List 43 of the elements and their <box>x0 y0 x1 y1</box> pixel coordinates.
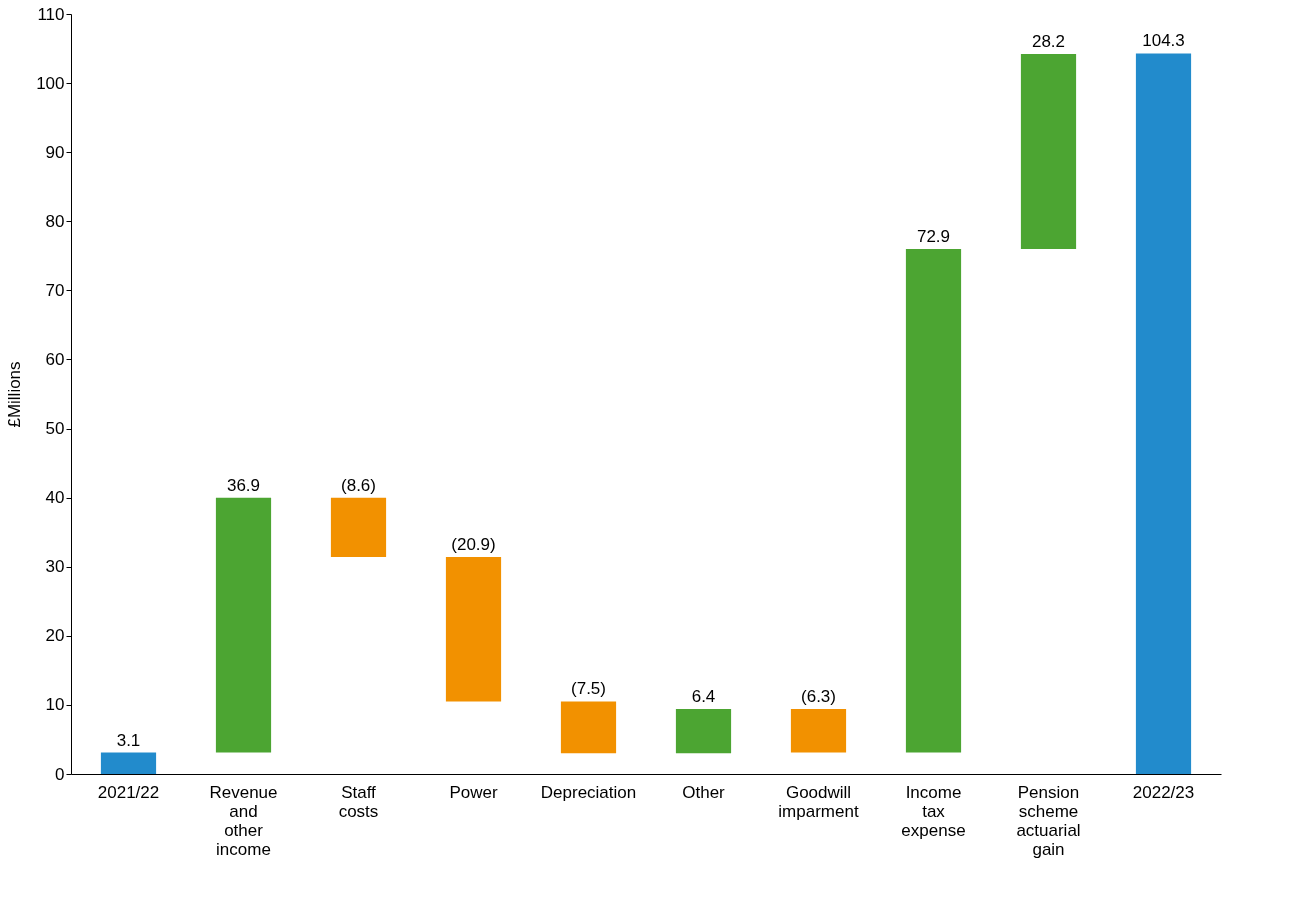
x-tick-label: Depreciation <box>540 782 637 802</box>
y-tick-label: 70 <box>45 280 65 300</box>
y-tick-label: 90 <box>45 142 65 162</box>
bar <box>560 701 617 754</box>
bar <box>330 497 387 558</box>
bar <box>1020 54 1077 249</box>
data-label: (20.9) <box>451 535 496 555</box>
data-label: (6.3) <box>801 687 836 707</box>
x-tick-label: Pension scheme actuarial gain <box>1016 782 1081 859</box>
y-axis-title: £Millions <box>5 361 25 428</box>
bar <box>100 752 157 774</box>
bar <box>905 248 962 753</box>
bar <box>675 709 732 754</box>
y-tick-label: 20 <box>45 626 65 646</box>
y-tick-label: 40 <box>45 488 65 508</box>
x-tick-label: 2022/23 <box>1132 782 1195 802</box>
y-tick-label: 100 <box>36 73 65 93</box>
data-label: 104.3 <box>1142 31 1185 51</box>
x-tick-label: Goodwill imparment <box>778 782 859 821</box>
y-tick-label: 30 <box>45 557 65 577</box>
bar <box>790 709 847 753</box>
data-label: (8.6) <box>341 475 376 495</box>
x-tick-label: 2021/22 <box>97 782 160 802</box>
y-tick-label: 60 <box>45 349 65 369</box>
y-tick-label: 80 <box>45 211 65 231</box>
data-label: 3.1 <box>116 730 141 750</box>
x-tick-label: Income tax expense <box>901 782 966 840</box>
data-label: 6.4 <box>691 687 716 707</box>
y-tick-label: 110 <box>37 4 65 24</box>
y-tick-label: 50 <box>45 419 65 439</box>
x-tick-label: Staff costs <box>338 782 379 821</box>
y-tick-label: 10 <box>45 695 65 715</box>
x-tick-label: Other <box>682 782 726 802</box>
data-label: 36.9 <box>226 475 261 495</box>
x-tick-label: Power <box>449 782 498 802</box>
x-tick-label: Revenue and other income <box>209 782 278 859</box>
data-label: 28.2 <box>1031 32 1066 52</box>
y-tick-label: 0 <box>55 764 65 784</box>
data-label: 72.9 <box>916 226 951 246</box>
bar <box>215 497 272 753</box>
data-label: (7.5) <box>571 679 606 699</box>
bar <box>445 557 502 702</box>
bar <box>1135 53 1192 774</box>
